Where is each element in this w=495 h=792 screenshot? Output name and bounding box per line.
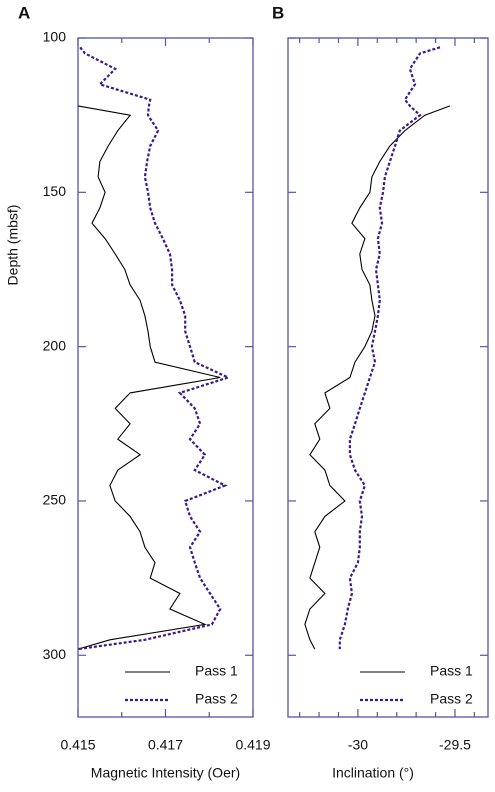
y-axis-label: Depth (mbsf) [5, 205, 21, 286]
series-line [77, 46, 232, 651]
x-tick-label: 0.415 [60, 737, 95, 753]
y-tick-label: 300 [43, 646, 67, 662]
plot-frame [287, 37, 489, 718]
x-axis-label: Inclination (°) [332, 765, 414, 781]
x-tick-label: 0.419 [235, 737, 270, 753]
y-tick-label: 150 [43, 183, 67, 199]
legend-label: Pass 1 [195, 663, 238, 679]
x-tick-label: -29.5 [439, 737, 471, 753]
legend-label: Pass 1 [430, 663, 473, 679]
series-line [304, 105, 451, 650]
y-tick-label: 250 [43, 492, 67, 508]
y-tick-label: 200 [43, 337, 67, 353]
legend-label: Pass 2 [430, 691, 473, 707]
y-tick-label: 100 [43, 29, 67, 45]
series-line [77, 105, 221, 650]
x-tick-label: 0.417 [148, 737, 183, 753]
panel-label: B [272, 3, 284, 22]
legend-label: Pass 2 [195, 691, 238, 707]
x-axis-label: Magnetic Intensity (Oer) [91, 765, 240, 781]
panel-label: A [18, 3, 30, 22]
x-tick-label: -30 [348, 737, 368, 753]
series-line [338, 46, 441, 650]
